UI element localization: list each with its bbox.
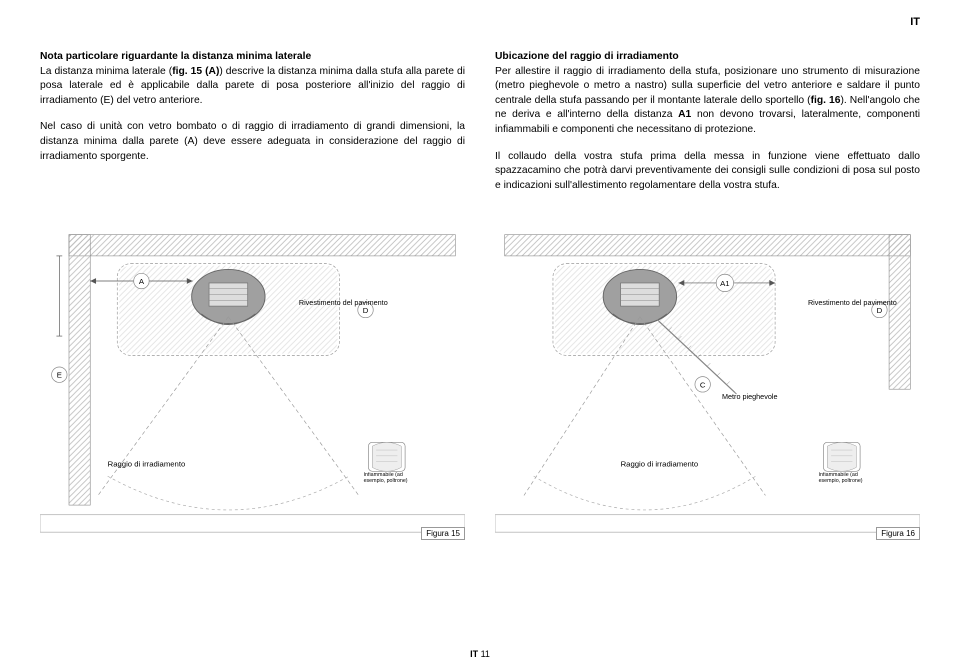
fig15-label-D: D [363,306,369,315]
figure-16-svg: A1 C D Rivestimento del pavimento Metro … [495,225,920,534]
page-marker: IT [910,16,920,28]
fig16-label-A1: A1 [720,279,729,288]
figure-15: A E D Rivestimento del pavimento Infiamm… [40,225,465,539]
right-p1-figref: fig. 16 [811,95,841,106]
fig15-raggio-label: Raggio di irradiamento [108,460,186,469]
left-p1-a: La distanza minima laterale ( [40,66,172,77]
figure-15-caption: Figura 15 [421,527,465,540]
left-p1-figref: fig. 15 (A) [172,66,219,77]
figure-16-caption: Figura 16 [876,527,920,540]
fig15-label-E: E [57,371,62,380]
left-heading: Nota particolare riguardante la distanza… [40,51,311,62]
footer-page-number: IT 11 [0,649,960,659]
right-para-1: Ubicazione del raggio di irradiamento Pe… [495,50,920,138]
left-column: Nota particolare riguardante la distanza… [40,50,465,205]
fig15-rivestimento-1: Rivestimento del pavimento [299,299,388,308]
right-para-2: Il collaudo della vostra stufa prima del… [495,150,920,194]
fig15-infiammabile-label: Infiammabile (ad esempio, poltrone) [364,473,422,485]
right-column: Ubicazione del raggio di irradiamento Pe… [495,50,920,205]
fig16-metro-label: Metro pieghevole [722,392,778,401]
fig15-label-A: A [139,277,145,286]
figure-16: A1 C D Rivestimento del pavimento Metro … [495,225,920,539]
fig16-infiammabile-label: Infiammabile (ad esempio, poltrone) [819,473,877,485]
figure-15-svg: A E D Rivestimento del pavimento Infiamm… [40,225,465,534]
text-columns: Nota particolare riguardante la distanza… [0,0,960,215]
right-p1-a1: A1 [678,109,691,120]
left-para-2: Nel caso di unità con vetro bombato o di… [40,120,465,164]
fig16-raggio-label: Raggio di irradiamento [621,460,699,469]
figures-row: A E D Rivestimento del pavimento Infiamm… [0,225,960,539]
left-para-1: Nota particolare riguardante la distanza… [40,50,465,108]
fig16-label-D: D [877,306,883,315]
right-heading: Ubicazione del raggio di irradiamento [495,51,679,62]
fig16-rivestimento: Rivestimento del pavimento [808,299,897,308]
fig16-label-C: C [700,381,706,390]
